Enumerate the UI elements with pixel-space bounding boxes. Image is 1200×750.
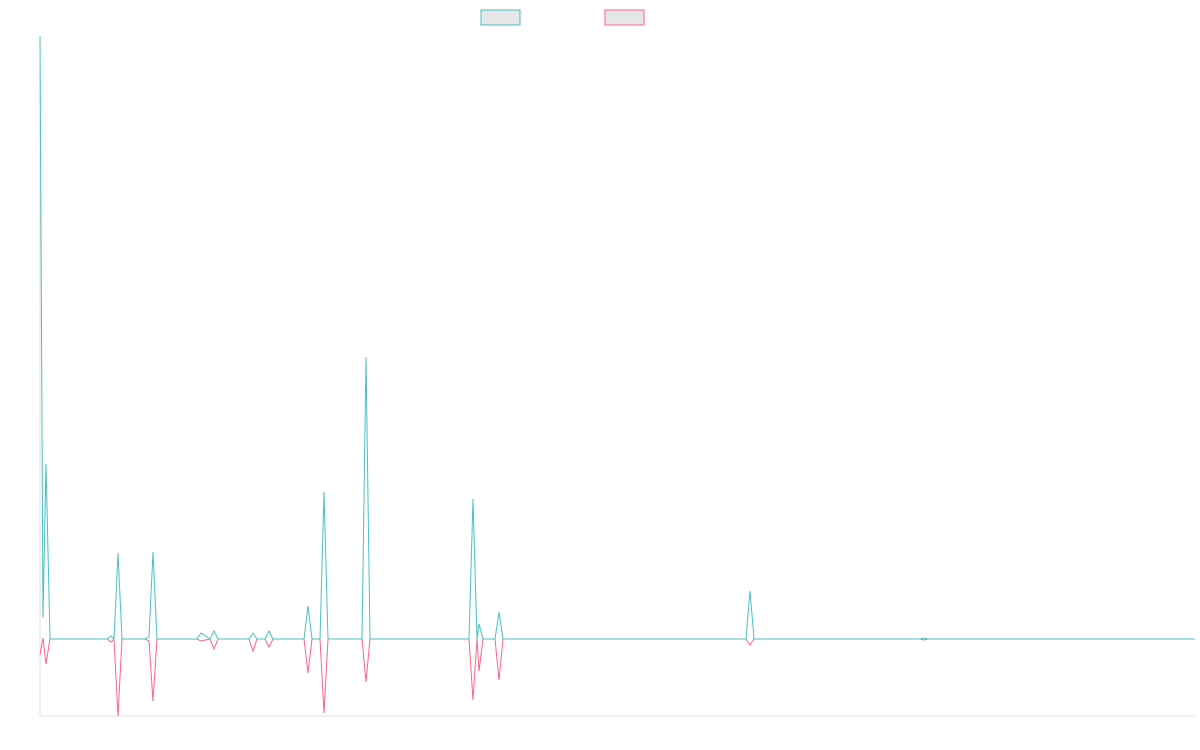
series-line (39, 35, 1195, 641)
legend-swatch (604, 9, 645, 26)
series-line (39, 637, 1195, 717)
legend-swatch (480, 9, 521, 26)
